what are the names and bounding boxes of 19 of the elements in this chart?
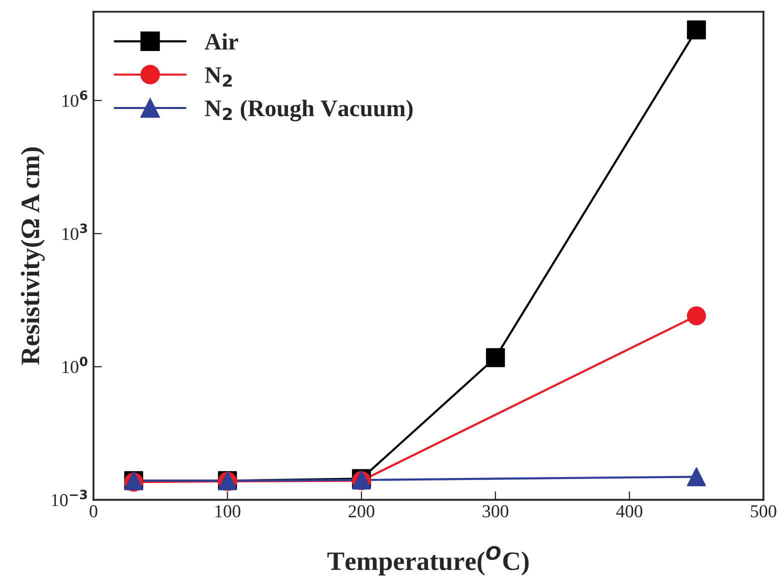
y-tick-label: 10$^{0}$ xyxy=(62,356,88,374)
x-tick-label: 100 xyxy=(216,505,240,518)
x-axis-title: Temperature($^{O}$C) xyxy=(327,546,529,576)
y-tick-label: 10$^{6}$ xyxy=(62,90,88,107)
y-axis-title: Resistivity(Ω A cm) xyxy=(20,147,45,365)
point xyxy=(686,306,706,326)
y-tick-label: 10$^{3}$ xyxy=(62,224,88,240)
y-tick-label: 10$^{−3}$ xyxy=(52,490,87,506)
point xyxy=(486,348,505,368)
x-tick-label: 300 xyxy=(482,505,508,518)
legend-label: N$_{2}$ (Rough Vacuum) xyxy=(204,100,413,122)
legend-label: N$_{2}$ xyxy=(204,67,232,87)
x-tick-label: 500 xyxy=(750,505,776,518)
x-tick-label: 0 xyxy=(90,505,98,518)
x-tick-label: 400 xyxy=(616,505,642,518)
x-tick-label: 200 xyxy=(348,505,374,518)
point xyxy=(686,467,706,486)
legend-label: Air xyxy=(204,33,238,50)
point xyxy=(686,20,706,40)
